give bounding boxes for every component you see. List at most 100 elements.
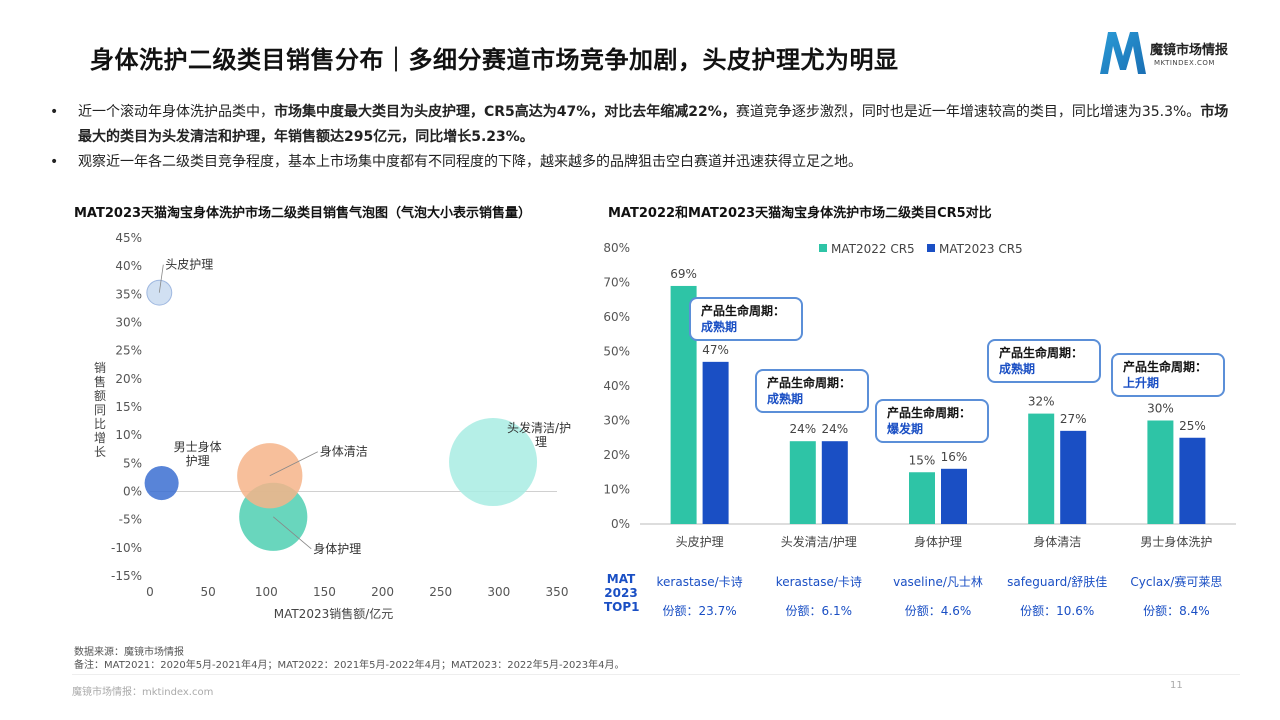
lifecycle-box (689, 297, 803, 341)
legend-label: MAT2022 CR5 (831, 242, 915, 256)
bar-mark (789, 441, 816, 524)
legend-swatch (819, 244, 827, 252)
x-axis-label: MAT2023销售额/亿元 (274, 606, 394, 621)
x-category-label: 头发清洁/护理 (781, 534, 857, 549)
bar-mark (821, 441, 848, 524)
footer-divider (72, 674, 1240, 675)
top1-share: 份额：6.1% (785, 604, 853, 618)
bar-mark (1028, 413, 1055, 524)
lifecycle-heading: 产品生命周期： (767, 375, 851, 390)
top1-brand: kerastase/卡诗 (775, 575, 862, 589)
lifecycle-heading: 产品生命周期： (887, 405, 971, 420)
x-tick-label: 300 (487, 585, 510, 599)
lifecycle-box (875, 399, 989, 443)
bar-data-label: 25% (1179, 419, 1206, 433)
y-tick-label: 20% (603, 448, 630, 462)
y-tick-label: 30% (603, 414, 630, 428)
top1-label-line: MAT (606, 572, 636, 586)
legend-label: MAT2023 CR5 (939, 242, 1023, 256)
bubble-label: 头发清洁/护理 (507, 420, 571, 449)
top1-label-line: TOP1 (604, 600, 640, 614)
lifecycle-box (1111, 353, 1225, 397)
x-tick-label: 250 (429, 585, 452, 599)
bar-mark (909, 472, 935, 524)
x-tick-label: 150 (313, 585, 336, 599)
y-tick-label: -10% (111, 541, 142, 555)
bar-data-label: 47% (702, 343, 729, 357)
bar-data-label: 69% (670, 267, 697, 281)
bar-chart: 0% 10% 20% 30% 40% 50% 60% 70% 80% MAT2022 CR5 MAT… (603, 241, 1236, 549)
bullet-dot: • (50, 154, 59, 170)
y-tick-label: 10% (603, 483, 630, 497)
bubble-point (449, 418, 538, 507)
lifecycle-stage: 爆发期 (887, 421, 923, 436)
bubble-chart: -15% -10% -5% 0% 5% 10% 15% 20% 25% 30% 35% 40% 45% 0… (94, 231, 571, 621)
bar-data-label: 24% (821, 422, 848, 436)
top1-label-line: 2023 (604, 586, 638, 600)
bubble-leader-line (158, 264, 164, 293)
bar-data-label: 27% (1060, 412, 1087, 426)
y-tick-label: 30% (115, 316, 142, 330)
y-tick-label: 10% (115, 428, 142, 442)
period-note: 备注：MAT2021：2020年5月-2021年4月；MAT2022：2021年… (74, 660, 625, 671)
bar-chart-title: MAT2022和MAT2023天猫淘宝身体洗护市场二级类目CR5对比 (608, 206, 992, 221)
top1-share: 份额：8.4% (1143, 604, 1210, 618)
footer-text: 魔镜市场情报：mktindex.com (72, 687, 214, 698)
y-tick-label: 40% (603, 379, 630, 393)
lifecycle-stage: 上升期 (1123, 375, 1159, 390)
summary-bullets: • 近一个滚动年身体洗护品类中，市场集中度最大类目为头皮护理，CR5高达为47%… (50, 100, 1240, 175)
x-tick-label: 50 (201, 585, 216, 599)
bar-mark (702, 361, 729, 524)
bar-data-label: 32% (1028, 395, 1055, 409)
x-tick-label: 200 (371, 585, 394, 599)
bar-data-label: 24% (789, 422, 816, 436)
logo-m-icon (1100, 32, 1146, 74)
y-tick-label: 70% (603, 276, 630, 290)
bullet-1: • 近一个滚动年身体洗护品类中，市场集中度最大类目为头皮护理，CR5高达为47%… (50, 100, 1240, 150)
bar-data-label: 16% (941, 450, 968, 464)
top1-brand: vaseline/凡士林 (893, 575, 983, 589)
bubble-label: 男士身体护理 (174, 439, 222, 468)
logo: 魔镜市场情报 MKTINDEX.COM (1098, 30, 1258, 76)
lifecycle-stage: 成熟期 (701, 319, 737, 334)
y-axis-label: 销售额同比增长 (94, 361, 106, 459)
page-title: 身体洗护二级类目销售分布｜多细分赛道市场竞争加剧，头皮护理尤为明显 (90, 46, 899, 74)
bubble-label: 身体清洁 (320, 444, 368, 459)
bubble-point (237, 443, 303, 509)
logo-subtext: MKTINDEX.COM (1154, 59, 1215, 67)
y-tick-label: 20% (115, 372, 142, 386)
lifecycle-stage: 成熟期 (767, 391, 803, 406)
legend-swatch (927, 244, 935, 252)
bubble-leader-line (269, 451, 318, 477)
lifecycle-stage: 成熟期 (999, 361, 1035, 376)
bullet-1-part-1: 近一个滚动年身体洗护品类中， (78, 104, 274, 120)
lifecycle-box (987, 339, 1101, 383)
y-tick-label: 0% (123, 485, 142, 499)
x-category-label: 头皮护理 (676, 535, 724, 549)
y-tick-label: 0% (611, 517, 630, 531)
logo-text: 魔镜市场情报 (1150, 43, 1229, 58)
bubble-leader-line (273, 516, 312, 550)
bar-mark (1179, 437, 1206, 524)
y-tick-label: 80% (603, 241, 630, 255)
bullet-1-part-3: 赛道竞争逐步激烈，同时也是近一年增速较高的类目，同比增速为35.3%。 (735, 104, 1201, 120)
y-tick-label: 15% (115, 400, 142, 414)
lifecycle-heading: 产品生命周期： (701, 303, 785, 318)
x-category-label: 身体护理 (914, 534, 962, 549)
bubble-chart-title: MAT2023天猫淘宝身体洗护市场二级类目销售气泡图（气泡大小表示销售量） (74, 206, 532, 221)
top1-brand: kerastase/卡诗 (656, 575, 743, 589)
y-tick-label: -15% (111, 569, 142, 583)
bullet-dot: • (50, 104, 59, 120)
y-tick-label: 5% (123, 456, 142, 470)
top1-label: MAT 2023 TOP1 (604, 572, 640, 614)
top1-brand: safeguard/舒肤佳 (1007, 575, 1108, 589)
x-tick-label: 350 (546, 585, 569, 599)
source-note: 数据来源：魔镜市场情报 (74, 647, 184, 658)
page-number: 11 (1170, 680, 1183, 691)
bubble-label: 身体护理 (313, 541, 361, 556)
x-tick-label: 100 (255, 585, 278, 599)
bubble-point (144, 466, 179, 501)
lifecycle-heading: 产品生命周期： (999, 345, 1083, 360)
y-tick-label: 50% (603, 345, 630, 359)
y-tick-label: 40% (115, 259, 142, 273)
